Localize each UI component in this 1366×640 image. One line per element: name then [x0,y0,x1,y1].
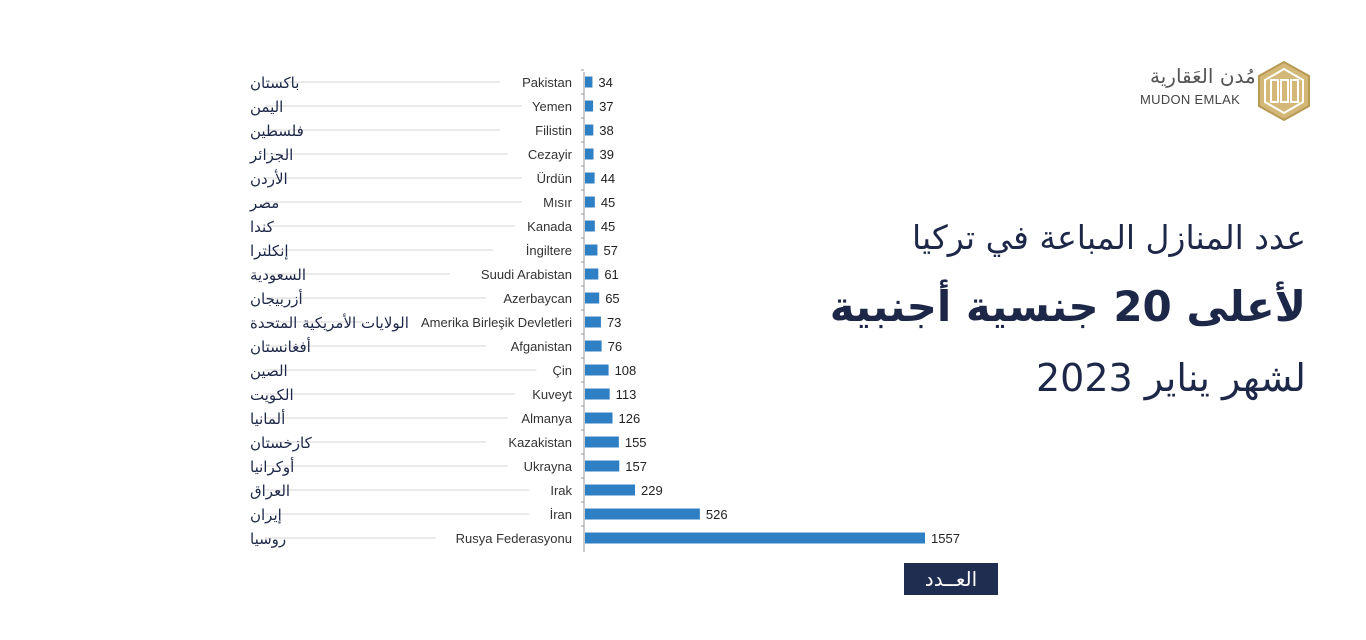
data-label: 526 [706,507,728,522]
bar [585,76,593,88]
arabic-category-label: إيران [250,506,282,524]
data-label: 126 [619,411,641,426]
arabic-category-label: أوكرانيا [250,457,294,476]
arabic-category-label: الأردن [250,169,288,188]
category-label: Suudi Arabistan [481,267,572,282]
data-label: 45 [601,195,615,210]
bar [585,532,925,544]
bar [585,124,594,136]
arabic-category-label: ألمانيا [250,409,285,428]
bar [585,172,595,184]
data-label: 45 [601,219,615,234]
data-label: 39 [600,147,614,162]
category-label: Çin [552,363,572,378]
arabic-category-label: الصين [250,362,288,380]
arabic-category-label: أزربيجان [250,289,303,308]
category-label: Ürdün [537,171,572,186]
bar [585,364,609,376]
arabic-category-label: أفغانستان [250,337,311,356]
title-line-1: عدد المنازل المباعة في تركيا [912,218,1306,257]
title-line-3: لشهر يناير 2023 [1035,356,1306,400]
category-label: Kanada [527,219,573,234]
arabic-category-label: الكويت [250,386,294,404]
arabic-category-label: العراق [250,482,290,500]
arabic-category-label: إنكلترا [250,242,289,260]
category-label: Cezayir [528,147,573,162]
category-label: Azerbaycan [503,291,572,306]
bar [585,412,613,424]
arabic-category-label: الولايات الأمريكية المتحدة [250,313,409,332]
category-label: Mısır [543,195,573,210]
category-label: Amerika Birleşik Devletleri [421,315,572,330]
category-label: Irak [550,483,572,498]
category-label: Kuveyt [532,387,572,402]
arabic-category-label: فلسطين [250,122,304,140]
axis-label-count: العــدد [904,563,998,595]
data-label: 113 [616,387,637,402]
bar [585,340,602,352]
data-label: 37 [599,99,613,114]
bar [585,316,601,328]
arabic-category-label: اليمن [250,98,283,116]
bar [585,460,620,472]
data-label: 44 [601,171,615,186]
data-label: 108 [615,363,637,378]
data-label: 1557 [931,531,960,546]
bar [585,100,594,112]
category-label: İngiltere [526,243,572,258]
arabic-category-label: كندا [250,218,275,236]
arabic-category-label: روسيا [250,530,286,548]
arabic-category-label: كازخستان [250,434,313,452]
data-label: 65 [605,291,619,306]
category-label: Kazakistan [508,435,572,450]
data-label: 61 [604,267,618,282]
mudon-emlak-logo: مُدن العَقارية MUDON EMLAK [1140,60,1315,122]
data-label: 73 [607,315,621,330]
data-label: 76 [608,339,622,354]
bar [585,268,599,280]
bar [585,388,610,400]
category-label: Ukrayna [524,459,573,474]
bar [585,508,700,520]
bar [585,196,595,208]
bar [585,148,594,160]
category-label: Afganistan [511,339,572,354]
bar [585,220,595,232]
bar [585,436,619,448]
logo-arabic-text: مُدن العَقارية [1150,64,1256,88]
arabic-category-label: مصر [249,194,279,212]
data-label: 155 [625,435,647,450]
data-label: 38 [599,123,613,138]
bar [585,292,600,304]
arabic-category-label: السعودية [250,266,306,284]
title-line-2: لأعلى 20 جنسية أجنبية [829,282,1306,331]
data-label: 157 [625,459,647,474]
category-label: Almanya [521,411,572,426]
category-label: Rusya Federasyonu [456,531,572,546]
bar [585,244,598,256]
data-label: 34 [598,75,612,90]
category-label: Yemen [532,99,572,114]
logo-hexagon-icon [1258,60,1310,122]
arabic-category-label: باكستان [250,74,299,92]
category-label: Filistin [535,123,572,138]
bar [585,484,636,496]
category-label: İran [550,507,572,522]
data-label: 229 [641,483,663,498]
category-label: Pakistan [522,75,572,90]
arabic-category-label: الجزائر [249,146,293,164]
data-label: 57 [603,243,617,258]
logo-english-text: MUDON EMLAK [1140,92,1241,107]
